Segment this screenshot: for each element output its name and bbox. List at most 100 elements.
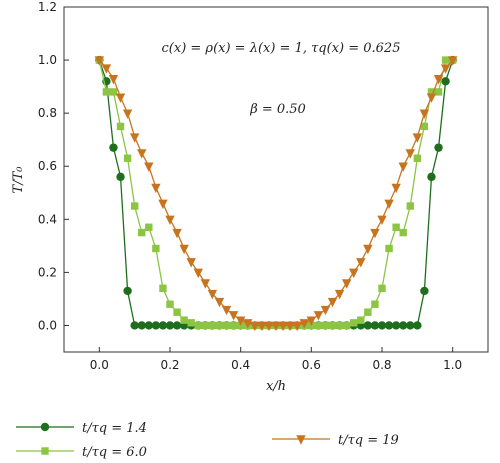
x-axis-label: x/h bbox=[266, 379, 286, 394]
data-point bbox=[299, 319, 309, 329]
data-point bbox=[122, 109, 133, 119]
data-point bbox=[151, 321, 161, 330]
data-point bbox=[109, 143, 118, 152]
data-point bbox=[392, 223, 400, 231]
data-point bbox=[341, 279, 352, 289]
series-3-line bbox=[98, 59, 454, 327]
data-point bbox=[201, 321, 210, 330]
y-tick-label: 0.0 bbox=[38, 318, 57, 332]
data-point bbox=[427, 172, 436, 182]
data-point bbox=[278, 321, 288, 332]
y-tick-label: 0.2 bbox=[38, 265, 57, 279]
data-point bbox=[370, 321, 380, 330]
data-point bbox=[166, 300, 174, 308]
legend-label: t/τq = 19 bbox=[338, 433, 399, 448]
data-point bbox=[377, 321, 387, 330]
data-point bbox=[342, 321, 351, 330]
data-point bbox=[264, 321, 274, 332]
data-point bbox=[334, 289, 345, 300]
x-tick-label: 0.0 bbox=[90, 358, 109, 372]
plot-frame bbox=[63, 6, 489, 353]
data-point bbox=[172, 321, 182, 330]
data-point bbox=[356, 258, 366, 268]
data-point bbox=[370, 228, 380, 239]
data-point bbox=[440, 64, 451, 74]
data-point bbox=[306, 316, 317, 326]
data-point bbox=[221, 305, 232, 316]
data-point bbox=[271, 321, 281, 332]
data-point bbox=[327, 297, 338, 308]
data-point bbox=[335, 321, 344, 330]
data-point bbox=[180, 316, 188, 324]
x-tick-label: 0.4 bbox=[231, 358, 250, 372]
data-point bbox=[406, 202, 414, 210]
data-point bbox=[101, 64, 112, 74]
data-point bbox=[413, 321, 422, 330]
y-tick-label: 0.8 bbox=[38, 106, 57, 120]
data-point bbox=[384, 321, 394, 330]
data-point bbox=[222, 321, 231, 330]
x-tick-label: 0.6 bbox=[302, 358, 321, 372]
legend-marker bbox=[296, 435, 306, 445]
data-point bbox=[123, 286, 132, 296]
data-point bbox=[138, 228, 146, 237]
legend-marker bbox=[40, 422, 50, 432]
data-point bbox=[130, 202, 139, 210]
data-point bbox=[426, 93, 437, 103]
data-point bbox=[257, 321, 267, 332]
data-point bbox=[406, 321, 415, 330]
data-point bbox=[159, 284, 167, 293]
data-point bbox=[193, 268, 203, 279]
data-point bbox=[151, 183, 161, 194]
data-point bbox=[243, 319, 253, 329]
data-point bbox=[228, 311, 239, 321]
data-point bbox=[102, 88, 111, 96]
x-tick-label: 0.2 bbox=[160, 358, 179, 372]
data-point bbox=[419, 109, 430, 119]
data-point bbox=[200, 279, 211, 289]
y-tick-label: 0.6 bbox=[38, 159, 57, 173]
legend-item-3: t/τq = 19 bbox=[272, 433, 399, 448]
legend-item-1: t/τq = 1.4 bbox=[16, 421, 147, 436]
data-point bbox=[130, 321, 139, 330]
data-point bbox=[194, 321, 202, 330]
data-point bbox=[94, 56, 105, 66]
beta-annotation: β = 0.50 bbox=[249, 102, 306, 117]
data-point bbox=[137, 321, 146, 330]
series-1 bbox=[95, 55, 457, 330]
series-3 bbox=[94, 56, 458, 332]
data-point bbox=[109, 88, 118, 96]
data-point bbox=[441, 77, 450, 86]
data-point bbox=[145, 223, 153, 231]
data-point bbox=[186, 258, 196, 268]
data-point bbox=[441, 56, 450, 64]
data-point bbox=[412, 133, 423, 143]
data-point bbox=[363, 321, 373, 330]
y-tick-label: 1.2 bbox=[38, 0, 57, 14]
legend-marker bbox=[41, 447, 49, 455]
data-point bbox=[447, 56, 458, 66]
data-point bbox=[405, 149, 415, 159]
data-point bbox=[187, 319, 195, 327]
data-point bbox=[384, 199, 394, 210]
legend: t/τq = 1.4 t/τq = 6.0 t/τq = 19 bbox=[16, 421, 399, 460]
y-tick-label: 1.0 bbox=[38, 53, 57, 67]
data-point bbox=[158, 321, 168, 330]
data-point bbox=[144, 321, 153, 330]
parameters-annotation: c(x) = ρ(x) = λ(x) = 1, τq(x) = 0.625 bbox=[162, 41, 401, 56]
data-point bbox=[391, 321, 401, 330]
data-point bbox=[350, 319, 358, 327]
data-point bbox=[377, 215, 387, 226]
data-point bbox=[214, 297, 225, 308]
data-point bbox=[427, 88, 436, 96]
data-point bbox=[250, 321, 260, 332]
data-point bbox=[314, 321, 323, 330]
data-point bbox=[215, 321, 224, 330]
series-2 bbox=[95, 56, 457, 330]
axis-ticks: 0.0 0.2 0.4 0.6 0.8 1.0 0.0 0.2 0.4 0.6 0.8 1.0 1.2 bbox=[38, 0, 462, 372]
legend-label: t/τq = 1.4 bbox=[82, 421, 147, 436]
data-point bbox=[313, 311, 324, 321]
data-point bbox=[115, 93, 126, 103]
data-point bbox=[207, 289, 218, 300]
